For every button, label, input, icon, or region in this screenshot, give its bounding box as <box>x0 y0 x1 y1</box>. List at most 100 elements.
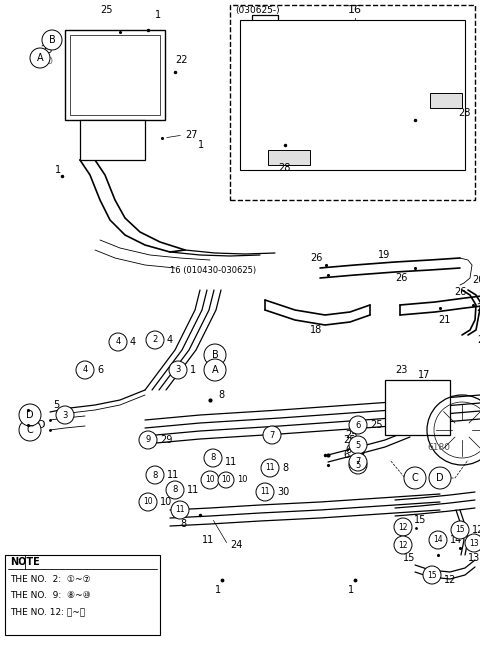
Circle shape <box>263 426 281 444</box>
Text: 11: 11 <box>187 485 199 495</box>
Text: 14: 14 <box>433 536 443 545</box>
Circle shape <box>465 534 480 552</box>
Circle shape <box>19 404 41 426</box>
Circle shape <box>109 333 127 351</box>
Circle shape <box>349 436 367 454</box>
Text: 5: 5 <box>53 400 59 410</box>
Text: 11: 11 <box>175 506 185 514</box>
Text: THE NO.  2:  ①~⑦: THE NO. 2: ①~⑦ <box>10 574 91 583</box>
Text: 10: 10 <box>143 497 153 506</box>
Text: 20: 20 <box>472 275 480 285</box>
Text: 26: 26 <box>477 335 480 345</box>
Circle shape <box>429 467 451 489</box>
Text: C: C <box>412 473 419 483</box>
Circle shape <box>429 531 447 549</box>
Text: 8: 8 <box>218 390 224 400</box>
Circle shape <box>423 566 441 584</box>
Circle shape <box>139 493 157 511</box>
Text: 26: 26 <box>395 273 408 283</box>
Text: 16: 16 <box>348 5 362 15</box>
Text: 12: 12 <box>444 575 456 585</box>
Circle shape <box>261 459 279 477</box>
Text: 6: 6 <box>345 445 351 455</box>
Text: A: A <box>212 365 218 375</box>
Bar <box>230 5 475 200</box>
Text: 3: 3 <box>175 366 180 375</box>
Text: 26: 26 <box>476 303 480 313</box>
Circle shape <box>349 456 367 474</box>
Text: 19: 19 <box>378 250 390 260</box>
Text: 1: 1 <box>348 585 354 595</box>
Text: 16 (010430-030625): 16 (010430-030625) <box>170 266 256 275</box>
Text: 8: 8 <box>210 453 216 463</box>
Text: 8: 8 <box>172 486 178 494</box>
Text: D: D <box>37 420 46 430</box>
Text: 11: 11 <box>167 470 179 480</box>
Text: 15: 15 <box>414 515 426 525</box>
Text: 13: 13 <box>468 553 480 563</box>
Text: 1: 1 <box>55 165 61 175</box>
Circle shape <box>76 361 94 379</box>
Bar <box>70 35 160 115</box>
Circle shape <box>139 431 157 449</box>
Text: B: B <box>212 350 218 360</box>
Text: 1: 1 <box>198 140 204 150</box>
Text: 10: 10 <box>222 475 234 485</box>
Text: 6: 6 <box>97 365 103 375</box>
Text: 26: 26 <box>454 287 467 297</box>
Circle shape <box>30 48 50 68</box>
Text: 7: 7 <box>358 453 364 463</box>
Text: 8: 8 <box>180 519 186 529</box>
Text: 14: 14 <box>450 535 462 545</box>
Circle shape <box>146 331 164 349</box>
Text: 29: 29 <box>160 435 172 445</box>
Text: 15: 15 <box>455 525 465 534</box>
Text: A: A <box>36 53 43 63</box>
Text: (030625-): (030625-) <box>235 6 280 14</box>
Text: 4: 4 <box>167 335 173 345</box>
Text: 28: 28 <box>278 163 290 173</box>
Text: D: D <box>436 473 444 483</box>
Text: 10: 10 <box>221 475 231 484</box>
Text: 6180: 6180 <box>427 444 450 452</box>
Text: 10: 10 <box>205 475 215 484</box>
Text: 17: 17 <box>418 370 431 380</box>
Circle shape <box>218 472 234 488</box>
Circle shape <box>56 406 74 424</box>
Bar <box>65 30 165 120</box>
Text: 11: 11 <box>202 535 214 545</box>
Text: 27: 27 <box>185 130 197 140</box>
Text: 22: 22 <box>175 55 188 65</box>
Text: 28: 28 <box>458 108 470 118</box>
Text: 13: 13 <box>469 539 479 548</box>
Text: 23: 23 <box>395 365 408 375</box>
Circle shape <box>146 466 164 484</box>
Text: THE NO.  9:  ⑧~⑩: THE NO. 9: ⑧~⑩ <box>10 590 91 599</box>
Text: 30: 30 <box>277 487 289 497</box>
Text: NOTE: NOTE <box>10 557 40 567</box>
Text: 24: 24 <box>230 540 242 550</box>
Bar <box>5 555 160 635</box>
Text: 7: 7 <box>269 430 275 439</box>
Bar <box>268 150 310 165</box>
Circle shape <box>166 481 184 499</box>
Text: 10: 10 <box>237 475 248 484</box>
Circle shape <box>171 501 189 519</box>
Text: C: C <box>26 425 34 435</box>
Text: 25: 25 <box>345 430 358 440</box>
Text: 8: 8 <box>152 470 158 479</box>
Text: 12: 12 <box>398 523 408 532</box>
Circle shape <box>204 359 226 381</box>
Text: 25: 25 <box>100 5 112 15</box>
Text: 12: 12 <box>398 541 408 550</box>
Text: 6: 6 <box>355 421 360 430</box>
Circle shape <box>394 536 412 554</box>
Circle shape <box>349 453 367 471</box>
Bar <box>430 93 462 108</box>
Text: 11: 11 <box>260 488 270 497</box>
Circle shape <box>201 471 219 489</box>
Circle shape <box>394 518 412 536</box>
Circle shape <box>204 344 226 366</box>
Text: 25: 25 <box>343 435 356 445</box>
Text: 4: 4 <box>83 366 88 375</box>
